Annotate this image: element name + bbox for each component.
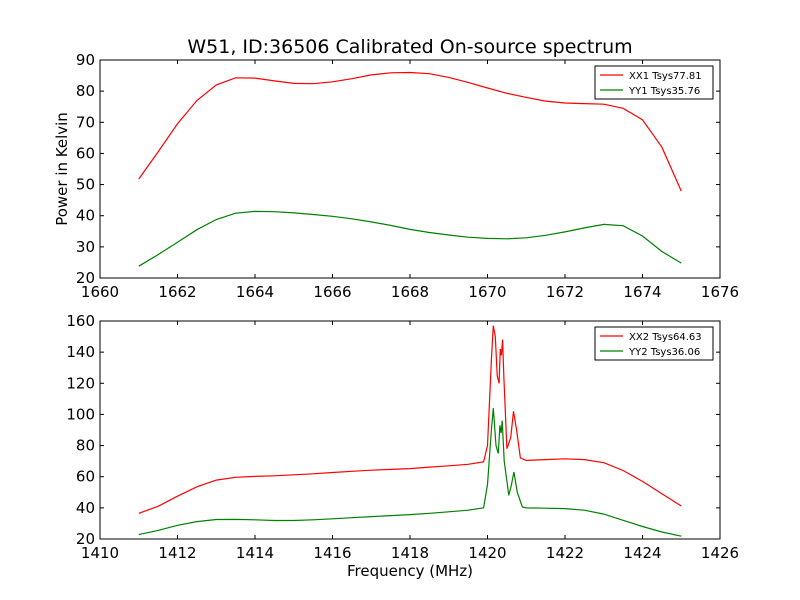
x-axis-label: Frequency (MHz) <box>347 562 473 580</box>
y-tick-label: 80 <box>76 437 95 455</box>
legend-entry: XX1 Tsys77.81 <box>629 71 702 82</box>
legend-box <box>594 65 714 100</box>
x-tick-label: 1676 <box>701 283 739 301</box>
x-tick-label: 1410 <box>81 544 119 562</box>
y-axis-label: Power in Kelvin <box>53 112 71 226</box>
legend-entry: YY2 Tsys36.06 <box>628 347 700 358</box>
figure-title: W51, ID:36506 Calibrated On-source spect… <box>187 36 632 58</box>
y-tick-label: 100 <box>66 405 95 423</box>
series-line-xx1 <box>138 71 682 192</box>
x-tick-label: 1672 <box>546 283 584 301</box>
y-tick-label: 40 <box>76 499 95 517</box>
top-spectrum-panel: 1660 1662 1664 1666 1668 1670 1672 1674 1676 20 30… <box>53 51 739 301</box>
x-tick-label: 1422 <box>546 544 584 562</box>
x-tick-label: 1664 <box>236 283 274 301</box>
x-tick-label: 1426 <box>701 544 739 562</box>
y-tick-label: 70 <box>76 113 95 131</box>
bottom-spectrum-panel: 1410 1412 1414 1416 1418 1420 1422 1424 1426 20 40… <box>66 312 739 580</box>
x-tick-label: 1424 <box>623 544 661 562</box>
legend-entry: XX2 Tsys64.63 <box>629 332 702 343</box>
x-tick-label: 1414 <box>236 544 274 562</box>
y-tick-label: 40 <box>76 207 95 225</box>
x-tick-label: 1412 <box>158 544 196 562</box>
series-line-yy1 <box>138 210 682 267</box>
y-tick-label: 50 <box>76 176 95 194</box>
y-tick-label: 60 <box>76 144 95 162</box>
x-tick-label: 1418 <box>391 544 429 562</box>
y-tick-label: 20 <box>76 530 95 548</box>
y-tick-label: 80 <box>76 82 95 100</box>
series-line-yy2 <box>138 408 682 537</box>
x-tick-label: 1666 <box>313 283 351 301</box>
y-tick-label: 140 <box>66 343 95 361</box>
y-tick-label: 20 <box>76 269 95 287</box>
y-tick-label: 160 <box>66 312 95 330</box>
y-tick-label: 30 <box>76 238 95 256</box>
x-tick-label: 1668 <box>391 283 429 301</box>
x-tick-label: 1662 <box>158 283 196 301</box>
x-tick-label: 1660 <box>81 283 119 301</box>
x-tick-label: 1416 <box>313 544 351 562</box>
y-tick-label: 120 <box>66 374 95 392</box>
legend-box <box>594 326 714 361</box>
series-line-xx2 <box>138 325 682 514</box>
x-tick-label: 1420 <box>468 544 506 562</box>
legend-entry: YY1 Tsys35.76 <box>628 86 700 97</box>
y-tick-label: 60 <box>76 468 95 486</box>
x-tick-label: 1674 <box>623 283 661 301</box>
y-tick-label: 90 <box>76 51 95 69</box>
x-tick-label: 1670 <box>468 283 506 301</box>
